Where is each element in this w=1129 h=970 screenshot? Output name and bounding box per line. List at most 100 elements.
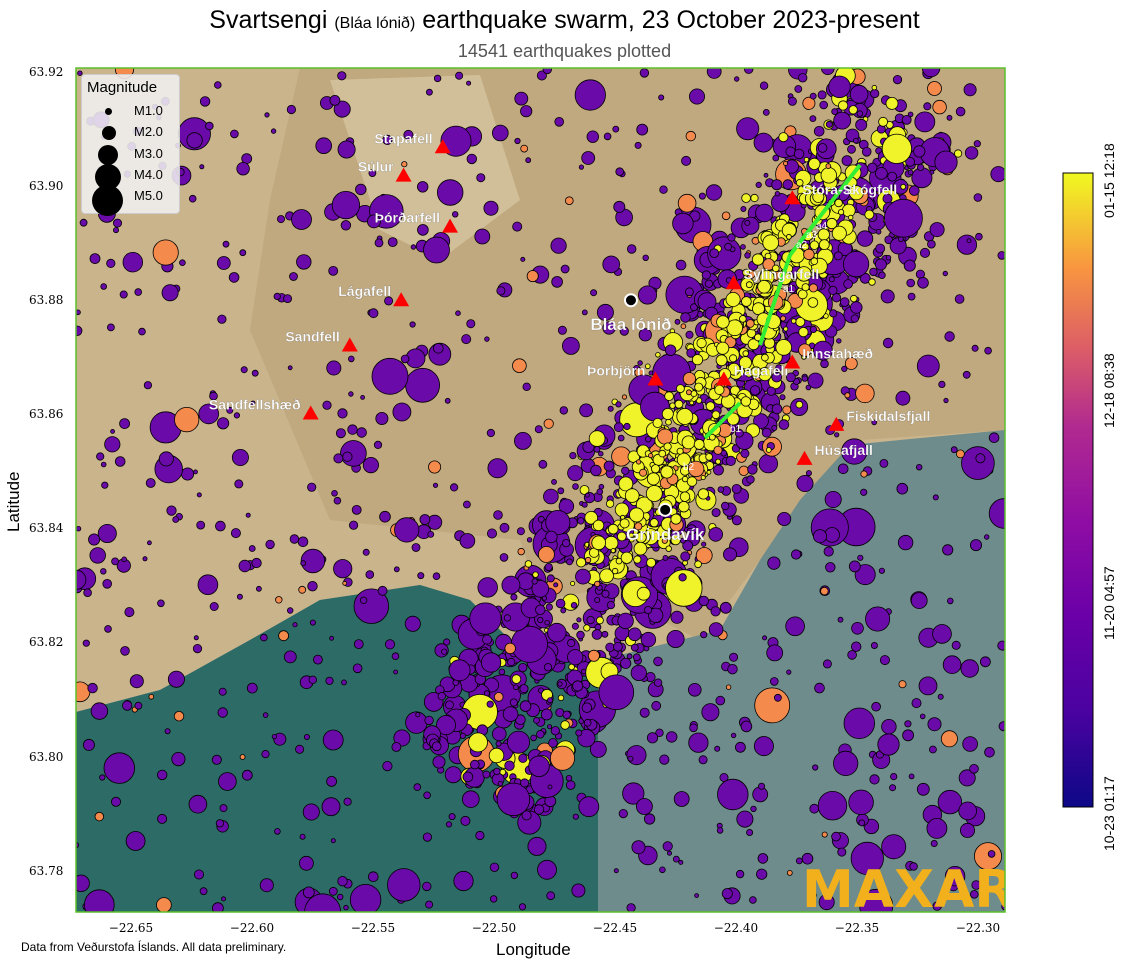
earthquake-point	[228, 272, 240, 283]
earthquake-point	[962, 370, 971, 379]
earthquake-point	[94, 811, 105, 822]
earthquake-point	[351, 504, 362, 515]
earthquake-point	[769, 677, 779, 686]
earthquake-point	[988, 432, 1000, 444]
earthquake-point	[850, 301, 863, 314]
earthquake-point	[745, 319, 755, 328]
earthquake-point	[403, 129, 414, 140]
earthquake-point	[452, 211, 459, 218]
earthquake-point	[942, 270, 948, 277]
earthquake-point	[585, 492, 590, 498]
earthquake-point	[705, 184, 723, 201]
earthquake-point	[528, 755, 550, 778]
earthquake-point	[812, 764, 819, 771]
earthquake-point	[964, 146, 979, 160]
earthquake-point	[734, 428, 744, 438]
earthquake-point	[960, 822, 976, 838]
earthquake-point	[295, 744, 305, 754]
earthquake-point	[903, 259, 916, 272]
fissure-label: b2	[683, 462, 695, 473]
earthquake-point	[917, 276, 929, 289]
earthquake-point	[561, 539, 571, 548]
earthquake-point	[475, 830, 485, 841]
earthquake-point	[540, 708, 553, 721]
earthquake-point	[411, 543, 421, 552]
earthquake-point	[987, 850, 996, 858]
earthquake-point	[519, 684, 529, 694]
earthquake-point	[432, 342, 444, 354]
earthquake-point	[642, 254, 649, 261]
earthquake-point	[649, 518, 659, 528]
earthquake-point	[969, 763, 979, 774]
earthquake-point	[623, 422, 631, 431]
earthquake-point	[687, 460, 705, 478]
earthquake-point	[796, 266, 812, 282]
legend-title: Magnitude	[87, 79, 158, 96]
earthquake-point	[321, 797, 341, 817]
earthquake-point	[566, 558, 573, 566]
earthquake-point	[545, 530, 558, 544]
earthquake-point	[851, 641, 862, 652]
earthquake-point	[333, 100, 351, 118]
earthquake-point	[753, 413, 769, 429]
earthquake-point	[754, 687, 791, 724]
earthquake-point	[435, 715, 456, 736]
place-label: Fiskidalsfjall	[846, 408, 930, 424]
earthquake-point	[315, 137, 333, 155]
earthquake-point	[491, 726, 507, 742]
earthquake-point	[598, 451, 604, 457]
earthquake-point	[615, 167, 624, 177]
earthquake-point	[834, 432, 840, 438]
earthquake-point	[726, 412, 740, 426]
earthquake-point	[621, 394, 628, 400]
earthquake-point	[749, 385, 761, 396]
earthquake-point	[360, 394, 366, 400]
earthquake-point	[713, 464, 724, 476]
earthquake-point	[698, 755, 708, 765]
earthquake-point	[432, 755, 446, 769]
earthquake-point	[652, 417, 663, 428]
earthquake-point	[758, 453, 779, 474]
earthquake-point	[859, 888, 894, 912]
earthquake-point	[659, 866, 666, 874]
earthquake-point	[236, 593, 243, 600]
earthquake-point	[260, 633, 268, 642]
earthquake-point	[786, 233, 792, 240]
x-tick-label: −22.55	[350, 921, 396, 935]
earthquake-point	[89, 253, 101, 265]
earthquake-point	[576, 557, 587, 568]
earthquake-point	[557, 694, 565, 702]
earthquake-point	[197, 574, 219, 595]
earthquake-point	[828, 276, 835, 283]
earthquake-point	[586, 130, 600, 143]
earthquake-point	[795, 400, 804, 409]
earthquake-point	[774, 693, 782, 702]
earthquake-point	[437, 692, 446, 701]
earthquake-point	[744, 68, 754, 74]
earthquake-point	[670, 513, 682, 525]
earthquake-point	[88, 533, 101, 546]
earthquake-point	[222, 240, 230, 248]
earthquake-point	[111, 557, 119, 566]
earthquake-point	[226, 406, 234, 414]
earthquake-point	[488, 747, 505, 764]
earthquake-point	[714, 384, 725, 395]
earthquake-point	[461, 790, 480, 808]
earthquake-point	[193, 869, 204, 880]
earthquake-point	[738, 465, 750, 477]
place-label: Þórðarfell	[375, 210, 440, 226]
earthquake-point	[270, 128, 277, 134]
earthquake-point	[577, 517, 585, 525]
earthquake-point	[721, 501, 730, 511]
earthquake-point	[557, 681, 563, 687]
earthquake-point	[102, 578, 112, 589]
earthquake-point	[721, 888, 733, 900]
earthquake-point	[757, 279, 771, 294]
earthquake-point	[491, 124, 509, 142]
earthquake-point	[626, 653, 633, 660]
colorbar-tick-label: 10-23 01:17	[1101, 776, 1117, 851]
earthquake-point	[795, 317, 806, 327]
earthquake-point	[593, 445, 601, 453]
earthquake-point	[514, 431, 532, 450]
earthquake-point	[353, 639, 364, 649]
